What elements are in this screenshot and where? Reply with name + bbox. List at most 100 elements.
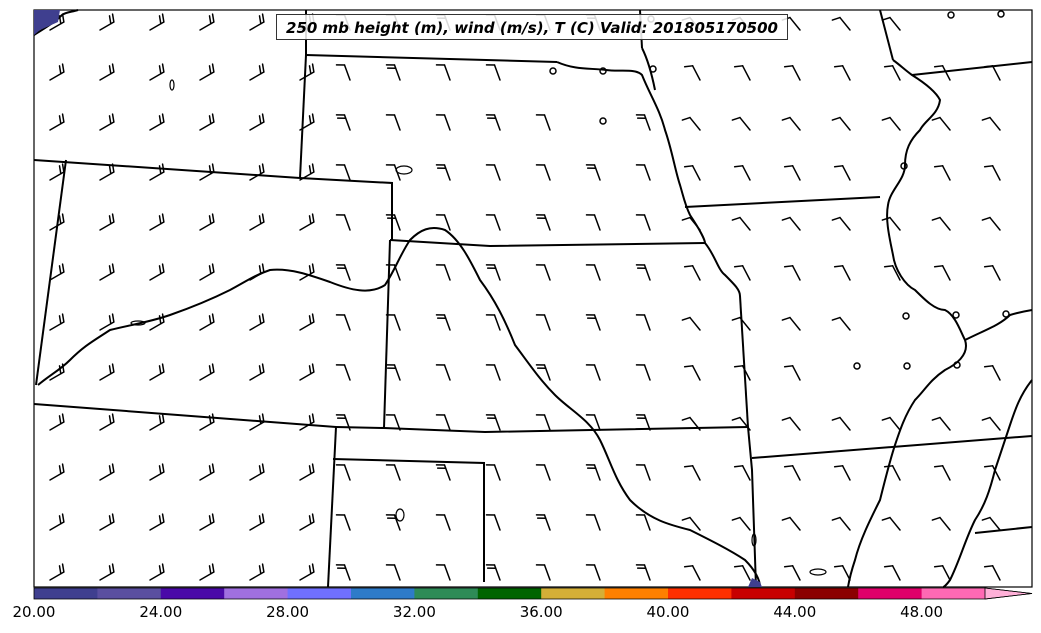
wind-barb [939, 516, 951, 531]
colorbar-tick-label: 48.00 [900, 603, 943, 621]
wind-barb [343, 464, 351, 481]
wind-barb [61, 113, 65, 123]
wind-barb [249, 121, 265, 131]
colorbar-tick-label: 28.00 [266, 603, 309, 621]
wind-barb [258, 165, 262, 175]
wind-barb [731, 316, 741, 321]
wind-barb [989, 116, 1001, 131]
wind-barb [161, 163, 165, 173]
wind-barb [883, 465, 894, 468]
colorbar [33, 587, 1033, 600]
wind-barb [833, 65, 844, 68]
wind-barb [981, 416, 991, 421]
wind-barb [883, 265, 894, 268]
wind-barb [789, 416, 801, 431]
wind-barb [881, 116, 891, 121]
wind-barb [211, 513, 215, 523]
wind-barb [443, 214, 451, 231]
wind-barb [731, 216, 741, 221]
wind-barb [58, 265, 62, 275]
wind-barb [249, 521, 265, 531]
wind-barb [983, 265, 994, 268]
wind-barb [249, 421, 265, 431]
wind-barb [689, 416, 701, 431]
wind-barb [343, 364, 351, 381]
wind-barb [258, 415, 262, 425]
wind-barb [49, 171, 65, 181]
wind-barb [393, 214, 401, 231]
wind-barb [989, 516, 1001, 531]
wind-barb [311, 363, 315, 373]
wind-barb [158, 215, 162, 225]
wind-barb [199, 171, 215, 181]
wind-barb [643, 414, 651, 431]
wind-barb [161, 413, 165, 423]
wind-barb [991, 165, 1001, 181]
wind-barb [593, 214, 601, 231]
wind-barb [58, 15, 62, 25]
wind-barb [783, 65, 794, 68]
wind-barb [111, 113, 115, 123]
wind-barb [149, 221, 165, 231]
wind-barb [108, 215, 112, 225]
wind-barb [691, 265, 701, 281]
wind-barb [108, 465, 112, 475]
colorbar-segment [414, 588, 479, 599]
wind-barb [311, 113, 315, 123]
wind-barb [308, 415, 312, 425]
colorbar-tick-label: 44.00 [773, 603, 816, 621]
wind-barb [208, 165, 212, 175]
wind-barb [883, 565, 894, 568]
wind-barb [261, 363, 265, 373]
wind-barb [443, 464, 451, 481]
wind-barb [643, 364, 651, 381]
wind-barb [443, 264, 451, 281]
wind-barb [299, 321, 315, 331]
colorbar-tick-label: 36.00 [520, 603, 563, 621]
wind-barb [543, 514, 551, 531]
wind-barb [299, 371, 315, 381]
wind-barb [308, 515, 312, 525]
wind-barb [49, 471, 65, 481]
wind-barb [681, 316, 691, 321]
colorbar-segment [287, 588, 352, 599]
wind-barb [543, 264, 551, 281]
wind-barb [741, 565, 751, 581]
wind-barb [689, 116, 701, 131]
wind-barb [941, 565, 951, 581]
wind-barb [791, 265, 801, 281]
wind-barb [58, 215, 62, 225]
wind-barb [199, 371, 215, 381]
wind-barb [111, 463, 115, 473]
wind-barb [991, 265, 1001, 281]
wind-barb [739, 216, 751, 231]
wind-barb [158, 15, 162, 25]
wind-barb [683, 365, 694, 368]
wind-barb [543, 114, 551, 131]
wind-barb [493, 264, 501, 281]
wind-barb [208, 565, 212, 575]
wind-barb [831, 16, 841, 21]
wind-barb [733, 165, 744, 168]
wind-barb [108, 515, 112, 525]
state-boundaries [33, 9, 1033, 588]
wind-barb [249, 21, 265, 31]
wind-barb [443, 164, 451, 181]
wind-barb [308, 315, 312, 325]
wind-barb [791, 565, 801, 581]
wind-barb [49, 271, 65, 281]
wind-barb [443, 314, 451, 331]
wind-barb [781, 216, 791, 221]
wind-barb [211, 463, 215, 473]
wind-barb [311, 63, 315, 73]
wind-barb [49, 121, 65, 131]
wind-barb [258, 365, 262, 375]
wind-barb [681, 416, 691, 421]
wind-barb [99, 21, 115, 31]
wind-barb [841, 265, 851, 281]
wind-barb [199, 71, 215, 81]
wind-barb [983, 565, 994, 568]
wind-barb [889, 516, 901, 531]
wind-barb [733, 265, 744, 268]
